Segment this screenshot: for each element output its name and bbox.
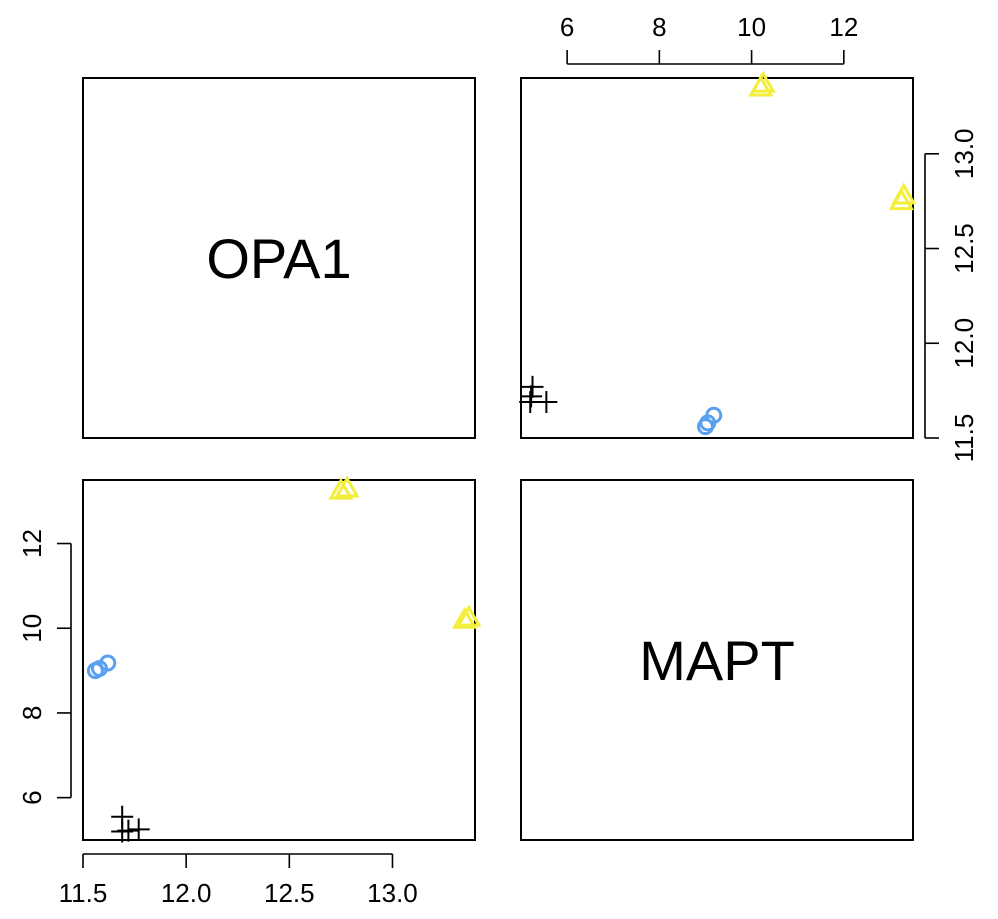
tick-label: 13.0: [949, 128, 979, 179]
axis-right-opa1: 11.5 12.0 12.5 13.0: [924, 128, 979, 463]
points-mapt-vs-opa1: [86, 475, 482, 843]
panel-opa1-mapt: [520, 77, 914, 439]
tick-label: 11.5: [949, 414, 979, 463]
tick-label: 8: [652, 12, 666, 42]
tick-label: 6: [560, 12, 574, 42]
point-triangle: [452, 606, 478, 629]
tick-label: 12.5: [264, 878, 315, 908]
panel-mapt-opa1: [82, 479, 476, 841]
point-layer: [86, 70, 917, 843]
tick-label: 12.5: [949, 223, 979, 274]
axis-bottom-opa1: 11.5 12.0 12.5 13.0: [59, 853, 418, 908]
tick-label: 12.0: [161, 878, 212, 908]
tick-label: 8: [17, 706, 47, 720]
point-triangle: [891, 182, 917, 205]
axis-top-mapt: 6 8 10 12: [560, 12, 858, 65]
points-opa1-vs-mapt: [519, 70, 917, 436]
tick-label: 12: [829, 12, 858, 42]
variable-label-opa1: OPA1: [206, 227, 351, 290]
point-triangle: [750, 70, 776, 93]
axis-left-mapt: 6 8 10 12: [17, 529, 72, 805]
point-triangle: [328, 477, 354, 500]
panel-mapt-mapt: [520, 479, 914, 841]
tick-label: 6: [17, 790, 47, 804]
point-circle: [99, 654, 117, 672]
tick-label: 13.0: [367, 878, 418, 908]
tick-label: 12.0: [949, 318, 979, 369]
point-triangle: [456, 604, 482, 627]
tick-label: 12: [17, 529, 47, 558]
tick-label: 10: [17, 614, 47, 643]
point-triangle: [334, 475, 360, 498]
point-circle: [705, 406, 723, 424]
tick-label: 11.5: [59, 878, 108, 908]
panel-layer: [82, 77, 914, 841]
tick-label: 10: [737, 12, 766, 42]
panel-opa1-opa1: [82, 77, 476, 439]
diagonal-label-layer: OPA1 MAPT: [206, 227, 794, 692]
variable-label-mapt: MAPT: [639, 629, 795, 692]
axis-layer: 11.5 12.0 12.5 13.0 6 8 10 12 11.5 12.0 12.5 13.0 6 8…: [17, 12, 979, 908]
